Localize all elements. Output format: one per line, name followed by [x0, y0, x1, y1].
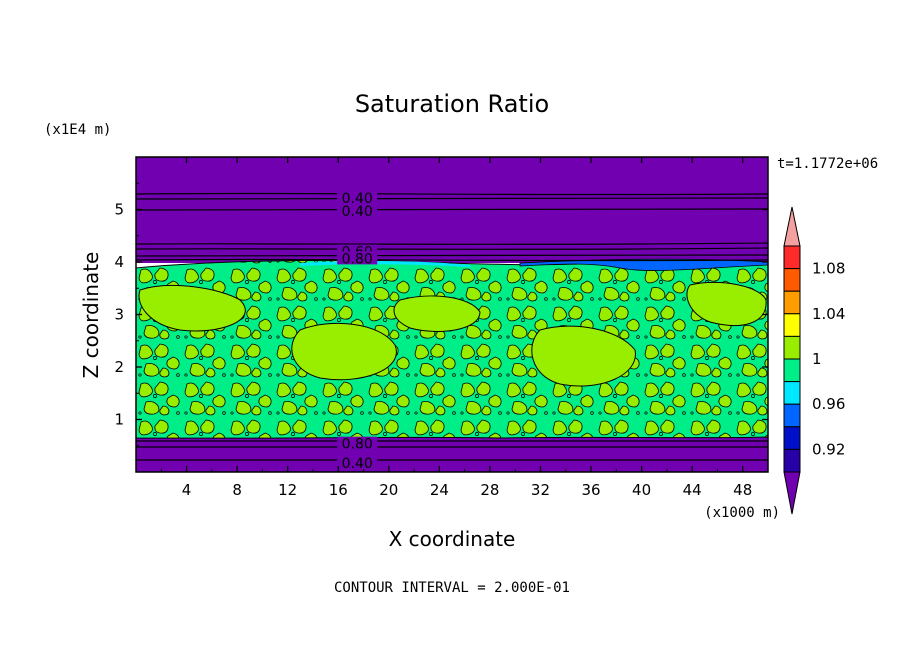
contour-line	[136, 254, 768, 257]
large-patch-5	[393, 295, 481, 332]
contour-labels: 0.400.400.600.800.800.40	[337, 191, 378, 472]
y-unit-label: (x1E4 m)	[44, 122, 111, 138]
x-unit-label: (x1000 m)	[704, 505, 780, 521]
colorbar-swatch	[783, 290, 801, 315]
y-axis-ticks: 1 2 3 4 5	[114, 182, 768, 447]
colorbar-label: 1	[812, 350, 822, 368]
lower-dry-region	[136, 436, 768, 472]
y-tick-label: 1	[114, 411, 124, 429]
colorbar-swatch	[783, 335, 801, 360]
x-tick-label: 40	[632, 481, 651, 499]
colorbar-label: 1.08	[812, 260, 845, 278]
x-tick-label: 48	[733, 481, 752, 499]
y-tick-label: 3	[114, 306, 124, 324]
x-tick-label: 8	[232, 481, 242, 499]
colorbar: 1.08 1.04 1 0.96 0.92	[783, 206, 845, 515]
colorbar-label: 0.96	[812, 395, 845, 413]
x-axis-label: X coordinate	[389, 527, 516, 551]
contour-line	[136, 440, 768, 442]
contour-label: 0.80	[342, 251, 373, 267]
colorbar-bottom-arrow	[783, 471, 801, 515]
colorbar-swatch	[783, 381, 801, 405]
x-tick-label: 20	[379, 481, 398, 499]
contour-label-bg	[337, 204, 378, 218]
x-axis-ticks: 4 8 12 16 20 24 28 32 36 40 44 48	[160, 157, 752, 499]
colorbar-label: 1.04	[812, 305, 845, 323]
colorbar-swatch	[783, 245, 801, 270]
y-tick-label: 5	[114, 201, 124, 219]
x-tick-label: 36	[581, 481, 600, 499]
contour-label: 0.40	[342, 191, 373, 207]
contour-label-bg	[337, 436, 378, 450]
time-label: t=1.1772e+06	[777, 156, 878, 172]
contour-line	[136, 242, 768, 245]
cloud-top-blue-band	[519, 258, 768, 271]
x-tick-label: 44	[683, 481, 702, 499]
contour-interval-footer: CONTOUR INTERVAL = 2.000E-01	[334, 580, 570, 596]
large-patch-2	[291, 322, 397, 381]
x-tick-label: 24	[430, 481, 449, 499]
contour-lines	[136, 192, 768, 461]
large-patch-1	[138, 285, 246, 332]
colorbar-swatch	[783, 426, 801, 450]
colorbar-label: 0.92	[812, 440, 845, 458]
x-tick-label: 16	[329, 481, 348, 499]
contour-line	[136, 197, 768, 200]
contour-label-bg	[337, 251, 378, 265]
colorbar-top-arrow	[783, 206, 801, 247]
x-tick-label: 4	[182, 481, 192, 499]
contour-label-bg	[337, 456, 378, 470]
x-tick-label: 28	[480, 481, 499, 499]
large-patch-3	[531, 325, 636, 387]
y-tick-label: 4	[114, 253, 124, 271]
contour-line	[136, 208, 768, 211]
contour-label: 0.80	[342, 437, 373, 453]
contour-field: 0.400.400.600.800.800.40	[136, 157, 768, 472]
y-axis-label: Z coordinate	[79, 252, 103, 379]
contour-label: 0.40	[342, 204, 373, 220]
x-tick-label: 12	[278, 481, 297, 499]
contour-line	[136, 192, 768, 196]
contour-line	[136, 258, 768, 262]
colorbar-swatch	[783, 358, 801, 383]
contour-line	[136, 247, 768, 250]
large-patch-4	[686, 282, 767, 327]
contour-label: 0.40	[342, 456, 373, 472]
contour-label-bg	[337, 191, 378, 204]
colorbar-swatch	[783, 313, 801, 337]
y-tick-label: 2	[114, 358, 124, 376]
contour-line	[136, 446, 768, 448]
chart-title: Saturation Ratio	[355, 90, 549, 118]
colorbar-swatch	[783, 448, 801, 473]
contour-line	[136, 459, 768, 461]
x-tick-label: 32	[531, 481, 550, 499]
colorbar-swatch	[783, 268, 801, 292]
colorbar-swatch	[783, 403, 801, 428]
cloud-layer	[136, 259, 768, 439]
